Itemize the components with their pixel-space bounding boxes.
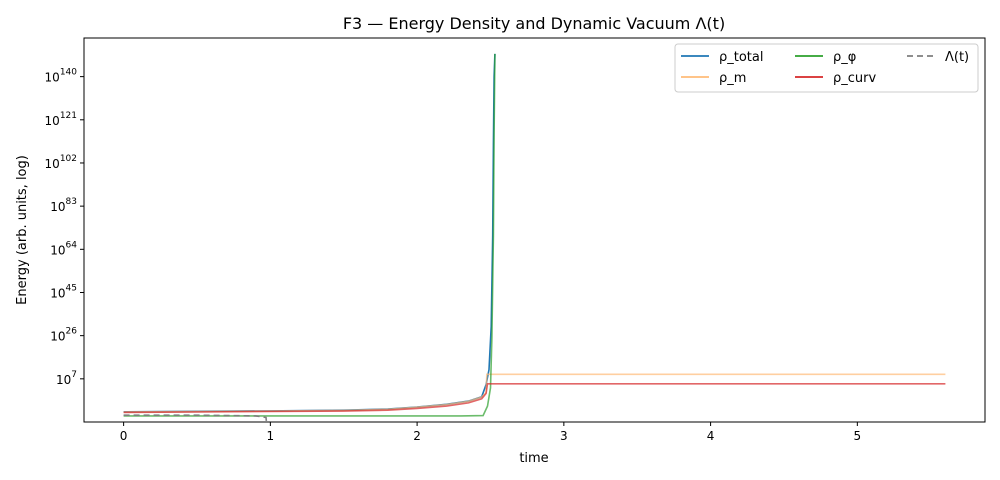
y-tick-label: 1026 — [50, 327, 77, 344]
legend-label: ρ_curv — [833, 71, 876, 86]
y-axis-label: Energy (arb. units, log) — [15, 155, 30, 305]
y-tick-label: 1045 — [50, 283, 77, 300]
legend-label: Λ(t) — [945, 50, 969, 65]
series-line — [123, 414, 268, 422]
y-tick-label: 1083 — [50, 197, 77, 214]
x-tick-label: 0 — [120, 429, 128, 443]
legend: ρ_total ρ_m ρ_φ ρ_curv Λ(t) — [674, 43, 979, 93]
series-line — [123, 53, 496, 417]
x-tick-label: 3 — [560, 429, 568, 443]
x-tick-label: 1 — [267, 429, 275, 443]
legend-label: ρ_φ — [833, 50, 856, 65]
axes-layer: 0 1 2 3 4 5 107 1026 1045 1064 1083 10102 10121 10140 — [45, 37, 986, 443]
x-tick-label: 5 — [854, 429, 862, 443]
series-line — [123, 382, 946, 414]
legend-label: ρ_total — [719, 50, 763, 65]
series-layer — [123, 53, 946, 422]
x-tick-label: 4 — [707, 429, 715, 443]
x-axis-label: time — [519, 451, 548, 466]
plot-frame — [83, 37, 986, 423]
chart-title: F3 — Energy Density and Dynamic Vacuum Λ… — [343, 14, 725, 33]
y-tick-label: 10140 — [45, 68, 78, 85]
y-tick-label: 1064 — [50, 240, 77, 257]
x-tick-label: 2 — [413, 429, 421, 443]
legend-label: ρ_m — [719, 71, 746, 86]
y-tick-label: 107 — [56, 370, 77, 387]
legend-box — [674, 43, 979, 93]
y-tick-label: 10102 — [45, 154, 77, 171]
y-tick-label: 10121 — [45, 111, 77, 128]
plot-area — [84, 38, 985, 422]
